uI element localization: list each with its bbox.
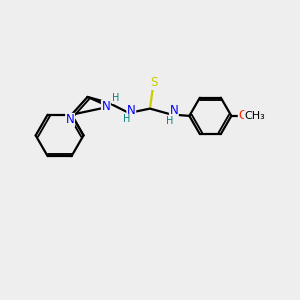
Text: N: N xyxy=(66,113,74,127)
Text: N: N xyxy=(127,103,136,117)
Text: S: S xyxy=(150,76,157,89)
Text: CH₃: CH₃ xyxy=(244,111,265,121)
Text: N: N xyxy=(169,104,178,117)
Text: N: N xyxy=(101,100,110,113)
Text: H: H xyxy=(166,116,173,126)
Text: O: O xyxy=(238,110,247,122)
Text: H: H xyxy=(112,94,119,103)
Text: H: H xyxy=(123,114,130,124)
